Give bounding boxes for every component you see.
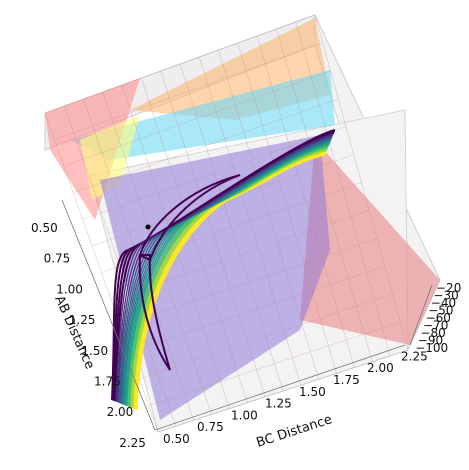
wire-line bbox=[63, 70, 331, 167]
wire-line bbox=[120, 238, 378, 326]
wire-line bbox=[73, 98, 339, 193]
surface-patch-pink-right bbox=[300, 140, 440, 345]
x-axis-label: AB Distance bbox=[51, 294, 97, 372]
x-tick-label: 0.50 bbox=[31, 221, 58, 235]
wire-line bbox=[83, 98, 194, 421]
wire-line bbox=[276, 28, 373, 362]
z-tick-label: −20 bbox=[436, 281, 461, 295]
wire-line bbox=[160, 70, 266, 397]
wire-line bbox=[199, 56, 302, 386]
surface-patch-yellow bbox=[80, 115, 140, 200]
contour-lines bbox=[111, 129, 336, 411]
contour-line bbox=[138, 174, 241, 262]
y-axis-label: BC Distance bbox=[255, 412, 335, 451]
x-axis-line bbox=[61, 199, 156, 431]
wire-line bbox=[82, 126, 347, 220]
wire-line bbox=[141, 77, 248, 403]
z-tick-label: −50 bbox=[428, 304, 453, 318]
z-axis-line bbox=[409, 284, 433, 346]
wire-line bbox=[157, 349, 409, 433]
y-tick-label: 2.00 bbox=[367, 361, 394, 375]
x-tick-label: 1.00 bbox=[56, 282, 83, 296]
wire-line bbox=[148, 321, 401, 406]
y-tick-label: 2.25 bbox=[401, 349, 428, 363]
x-tick-label: 2.25 bbox=[119, 436, 146, 450]
contour-line bbox=[138, 254, 171, 371]
x-axis-ticks: 0.50 0.75 1.00 1.25 1.50 1.75 2.00 2.25 bbox=[31, 221, 146, 450]
y-axis-ticks: 0.50 0.75 1.00 1.25 1.50 1.75 2.00 2.25 bbox=[163, 349, 428, 446]
x-tick-label: 0.75 bbox=[44, 252, 71, 266]
x-tick-label: 2.00 bbox=[107, 405, 134, 419]
z-tick-label: −40 bbox=[431, 296, 456, 310]
x-tick-label: 1.25 bbox=[69, 313, 96, 327]
surface-patch-cyan bbox=[70, 70, 335, 160]
y-tick-label: 1.00 bbox=[231, 408, 258, 422]
x-tick-label: 1.50 bbox=[81, 344, 108, 358]
wire-line bbox=[139, 293, 393, 380]
z-axis-ticks: −20−30−40−50−60−70−80−90−100 bbox=[415, 281, 461, 355]
y-tick-label: 0.50 bbox=[163, 432, 190, 446]
wire-line bbox=[314, 14, 409, 351]
z-tick-label: −80 bbox=[420, 326, 445, 340]
x-tick-label: 1.75 bbox=[94, 375, 121, 389]
wire-line bbox=[295, 21, 391, 356]
z-tick-label: −70 bbox=[423, 319, 448, 333]
wire-line bbox=[129, 266, 385, 353]
wire-line bbox=[44, 14, 316, 114]
wire-line bbox=[179, 63, 284, 392]
wire-line bbox=[256, 35, 355, 368]
y-tick-label: 0.75 bbox=[197, 420, 224, 434]
wire-line bbox=[218, 49, 319, 380]
z-tick-label: −90 bbox=[418, 334, 443, 348]
z-tick-label: −60 bbox=[426, 311, 451, 325]
z-tick-label: −30 bbox=[433, 289, 458, 303]
marked-point bbox=[145, 224, 151, 230]
y-tick-label: 1.75 bbox=[333, 373, 360, 387]
wire-line bbox=[237, 42, 337, 374]
y-tick-label: 1.25 bbox=[265, 397, 292, 411]
wire-line bbox=[54, 42, 323, 140]
z-tick-label: −100 bbox=[415, 341, 448, 355]
y-tick-label: 1.50 bbox=[299, 385, 326, 399]
y-axis-line bbox=[154, 344, 406, 431]
contour-line bbox=[136, 154, 326, 411]
